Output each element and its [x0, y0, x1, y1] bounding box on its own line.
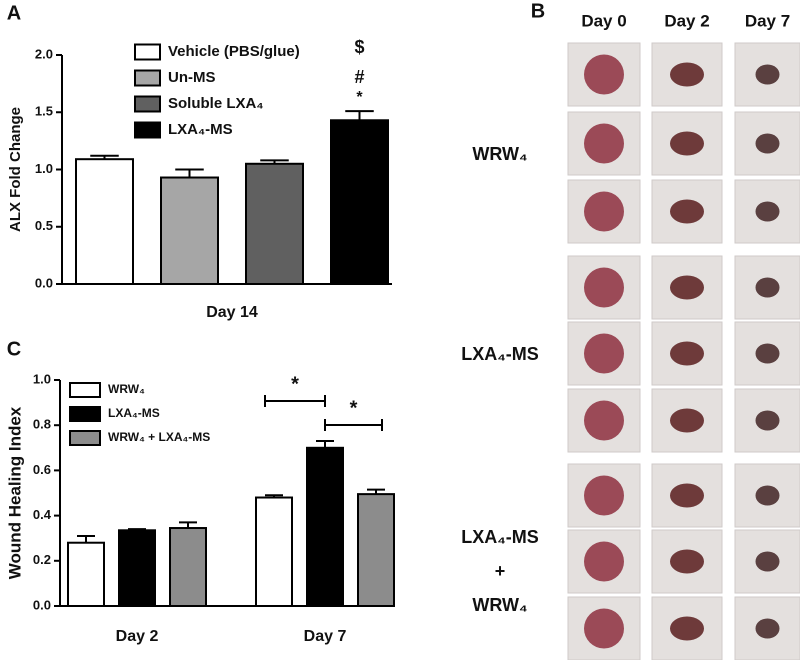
bar [75, 158, 134, 286]
wound [755, 618, 780, 639]
y-axis-label: ALX Fold Change [7, 107, 24, 232]
legend-label: WRW₄ [108, 382, 145, 396]
wound [584, 54, 624, 95]
legend-label: Soluble LXA₄ [168, 95, 264, 112]
row-label: WRW₄ [472, 144, 527, 164]
wound [584, 475, 624, 516]
y-tick-label: 1.5 [35, 104, 53, 119]
bar [67, 541, 105, 607]
significance-mark: # [354, 67, 364, 87]
y-tick-label: 0.6 [33, 462, 51, 477]
bar [245, 162, 304, 285]
panel-label: B [531, 0, 545, 22]
y-tick-label: 0.0 [33, 597, 51, 612]
bar [160, 176, 219, 285]
row-label: WRW₄ [472, 595, 527, 615]
significance-mark: * [350, 397, 358, 419]
column-label: Day 2 [664, 11, 709, 30]
y-tick-label: 1.0 [35, 161, 53, 176]
wound [755, 64, 780, 85]
row-label: LXA₄-MS [461, 527, 539, 547]
y-tick-label: 1.0 [33, 371, 51, 386]
legend-swatch [134, 121, 161, 139]
y-tick-label: 0.5 [35, 218, 53, 233]
wound [670, 549, 704, 574]
y-tick-label: 0.4 [33, 507, 52, 522]
wound [584, 400, 624, 441]
wound [755, 201, 780, 222]
wound [670, 199, 704, 224]
row-label: LXA₄-MS [461, 344, 539, 364]
wound [584, 123, 624, 164]
legend-swatch [69, 406, 101, 422]
legend-swatch [134, 43, 161, 61]
y-tick-label: 2.0 [35, 46, 53, 61]
wound [670, 341, 704, 366]
panel-label: A [7, 2, 21, 24]
y-tick-label: 0.0 [35, 275, 53, 290]
wound [755, 410, 780, 431]
y-tick-label: 0.8 [33, 417, 51, 432]
panel-label: C [7, 338, 21, 360]
column-label: Day 7 [745, 11, 790, 30]
y-tick-label: 0.2 [33, 552, 51, 567]
wound [755, 551, 780, 572]
significance-mark: $ [354, 37, 364, 57]
column-label: Day 0 [581, 11, 626, 30]
x-tick-label: Day 14 [206, 304, 258, 321]
bar [118, 529, 156, 607]
y-axis-label: Wound Healing Index [5, 406, 24, 579]
wound-photo [567, 529, 641, 594]
wound [670, 275, 704, 300]
wound [670, 483, 704, 508]
wound [755, 277, 780, 298]
wound [755, 485, 780, 506]
wound [670, 408, 704, 433]
legend-swatch [134, 69, 161, 87]
wound [584, 333, 624, 374]
bar [306, 446, 344, 607]
legend-swatch [69, 382, 101, 398]
bar [169, 527, 207, 608]
wound [584, 267, 624, 308]
wound [670, 62, 704, 87]
significance-mark: * [291, 373, 299, 395]
legend-swatch [69, 430, 101, 446]
bar [255, 496, 293, 607]
wound [584, 608, 624, 649]
wound [755, 133, 780, 154]
significance-mark: * [356, 89, 363, 106]
wound [584, 541, 624, 582]
bar [330, 119, 389, 285]
legend-label: Vehicle (PBS/glue) [168, 43, 300, 60]
legend-label: Un-MS [168, 69, 216, 86]
legend-swatch [134, 95, 161, 113]
bar [357, 493, 395, 608]
wound [670, 131, 704, 156]
x-tick-label: Day 7 [304, 628, 347, 645]
wound [584, 191, 624, 232]
wound [755, 343, 780, 364]
x-tick-label: Day 2 [116, 628, 159, 645]
legend-label: WRW₄ + LXA₄-MS [108, 430, 210, 444]
legend-label: LXA₄-MS [108, 406, 160, 420]
legend-label: LXA₄-MS [168, 121, 233, 138]
row-label: + [495, 561, 506, 581]
wound [670, 616, 704, 641]
